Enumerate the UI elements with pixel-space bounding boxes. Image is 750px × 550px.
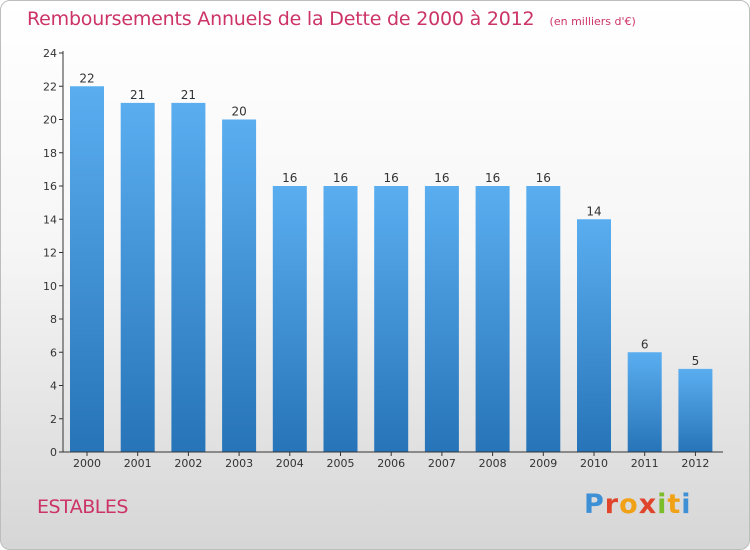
bars-group: 22 21 21 20 16 16 16 16 16 16 14 6 5 [70, 71, 713, 452]
x-tick-label: 2001 [124, 457, 152, 470]
bar [323, 186, 358, 452]
chart-unit-note: (en milliers d'€) [549, 15, 636, 28]
logo-letter: t [667, 489, 682, 520]
chart-title: Remboursements Annuels de la Dette de 20… [27, 8, 535, 30]
bar [627, 352, 662, 452]
x-axis: 2000 2001 2002 2003 2004 2005 2006 2007 2008 2009… [63, 451, 723, 470]
x-tick-label: 2011 [631, 457, 659, 470]
bar-value-label: 14 [586, 204, 601, 218]
bar [475, 186, 510, 452]
bar-value-label: 16 [434, 171, 449, 185]
y-tick-label: 18 [43, 147, 57, 160]
x-tick-label: 2008 [479, 457, 507, 470]
bar-value-label: 16 [282, 171, 297, 185]
bar [171, 102, 206, 452]
y-tick-label: 24 [43, 47, 57, 60]
bar [222, 119, 257, 452]
bar [424, 186, 459, 452]
bar [70, 86, 104, 452]
bar-value-label: 6 [641, 337, 649, 351]
bar-value-label: 16 [333, 171, 348, 185]
logo-letter: i [681, 489, 692, 520]
x-tick-label: 2012 [681, 457, 709, 470]
logo-letter: P [584, 489, 605, 520]
x-tick-label: 2009 [529, 457, 557, 470]
logo-letter: x [638, 489, 658, 520]
y-tick-label: 6 [50, 346, 57, 359]
bar-value-label: 16 [536, 171, 551, 185]
bar-value-label: 16 [384, 171, 399, 185]
bar-value-label: 21 [130, 88, 145, 102]
x-tick-label: 2005 [327, 457, 355, 470]
bar [526, 186, 561, 452]
chart-title-row: Remboursements Annuels de la Dette de 20… [27, 8, 636, 30]
y-tick-label: 14 [43, 213, 57, 226]
y-tick-label: 22 [43, 80, 57, 93]
y-tick-label: 20 [43, 114, 57, 127]
y-tick-label: 10 [43, 280, 57, 293]
x-tick-label: 2010 [580, 457, 608, 470]
bar [678, 368, 713, 452]
y-tick-label: 8 [50, 313, 57, 326]
x-tick-label: 2006 [377, 457, 405, 470]
bar [272, 186, 307, 452]
logo-letter: o [619, 489, 639, 520]
bar [577, 219, 611, 452]
bar-value-label: 20 [231, 105, 246, 119]
bar [120, 102, 155, 452]
bar-value-label: 5 [692, 354, 700, 368]
commune-name: ESTABLES [37, 496, 128, 518]
bar-value-label: 16 [485, 171, 500, 185]
y-tick-label: 16 [43, 180, 57, 193]
y-tick-label: 4 [50, 380, 57, 393]
x-tick-label: 2000 [73, 457, 101, 470]
x-tick-label: 2003 [225, 457, 253, 470]
bar-value-label: 22 [79, 71, 94, 85]
x-tick-label: 2007 [428, 457, 456, 470]
logo-letter: i [657, 489, 668, 520]
y-tick-label: 0 [50, 446, 57, 459]
x-tick-label: 2004 [276, 457, 304, 470]
bar [374, 186, 409, 452]
proxiti-logo: Proxiti [584, 489, 692, 520]
y-tick-label: 12 [43, 247, 57, 260]
bar-value-label: 21 [181, 88, 196, 102]
x-tick-label: 2002 [174, 457, 202, 470]
y-tick-label: 2 [50, 413, 57, 426]
logo-letter: r [604, 489, 620, 520]
